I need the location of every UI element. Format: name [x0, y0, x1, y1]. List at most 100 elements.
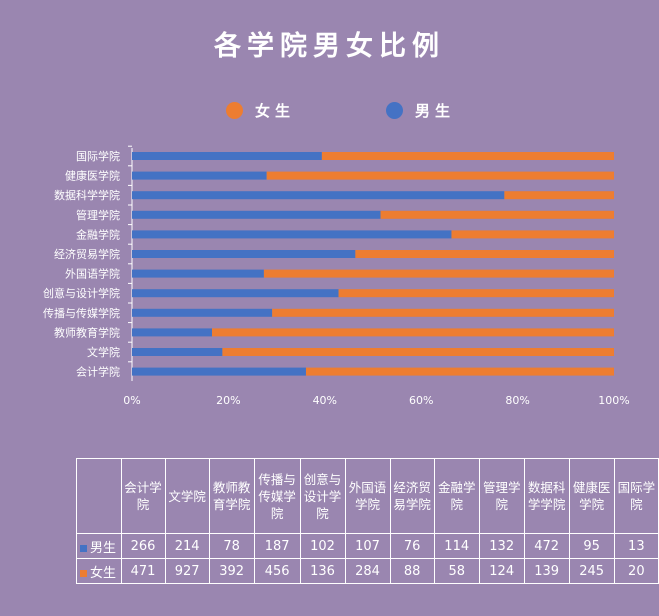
legend-dot-male-icon	[386, 102, 403, 119]
table-cell: 20	[613, 558, 659, 584]
y-tick-label-7: 创意与设计学院	[43, 286, 120, 300]
data-table: 会计学院文学院 教师教 育学院 传播与 传媒学院创意与 设计学院外国语 学院 经济贸 易学院 金融…	[76, 458, 659, 584]
y-tick-label-11: 会计学院	[76, 365, 120, 379]
table-header-line: 学院	[355, 497, 381, 512]
bar-female-4	[451, 230, 614, 239]
table-corner-cell	[76, 458, 122, 534]
legend-marker-icon	[80, 544, 87, 552]
x-tick-label-3: 60%	[409, 394, 433, 407]
bar-male-0	[132, 152, 322, 160]
y-tick-label-1: 健康医学院	[65, 169, 120, 183]
bar-female-8	[272, 308, 614, 317]
table-header-line: 文学院	[168, 488, 206, 504]
table-cell: 927	[164, 558, 210, 584]
bar-male-11	[132, 367, 306, 376]
bar-female-5	[355, 250, 614, 258]
y-tick-label-2: 数据科学学院	[54, 188, 120, 202]
x-tick-label-4: 80%	[505, 394, 529, 407]
y-tick-label-6: 外国语学院	[65, 267, 120, 281]
table-cell: 214	[164, 533, 210, 559]
table-cell: 456	[253, 558, 301, 584]
bar-male-9	[132, 328, 212, 337]
table-cell: 132	[478, 533, 525, 559]
table-header-cell: 创意与 设计学院	[299, 458, 346, 534]
table-cell: 266	[120, 533, 166, 559]
bar-female-0	[321, 152, 614, 160]
table-header-cell: 管理学院	[478, 458, 525, 534]
bar-male-8	[132, 308, 273, 317]
table-header-cell: 教师教 育学院	[208, 458, 255, 534]
table-header-line: 健康医	[572, 480, 611, 495]
bar-male-5	[132, 250, 356, 258]
table-row-header: 男生	[76, 533, 122, 559]
table-cell: 124	[478, 558, 525, 584]
chart-title: 各学院男女比例	[214, 31, 445, 62]
table-header-cell: 文学院	[164, 458, 210, 534]
y-tick-label-5: 经济贸易学院	[54, 247, 120, 261]
bar-female-3	[380, 210, 614, 219]
table-header-line: 院	[270, 505, 284, 521]
legend-item-male: 男生	[386, 100, 455, 121]
table-row: 女生 471 927 392 456 136 284 88 58 124 139 245 20	[76, 558, 659, 584]
table-header-line: 学院	[579, 497, 605, 512]
table-cell: 136	[299, 558, 346, 584]
table-header-line: 传媒学	[258, 488, 296, 504]
table-header-line: 院	[136, 497, 150, 512]
table-cell: 95	[568, 533, 615, 559]
table-cell: 284	[344, 558, 391, 584]
table-header-line: 院	[630, 497, 643, 512]
bar-female-11	[305, 367, 614, 376]
bar-male-4	[132, 230, 452, 239]
bar-chart: 国际学院健康医学院数据科学学院管理学院金融学院经济贸易学院外国语学院创意与设计学…	[43, 145, 630, 407]
table-header-cell: 金融学院	[433, 458, 480, 534]
bar-male-7	[132, 289, 339, 298]
legend-dot-female-icon	[226, 102, 243, 119]
bar-male-1	[132, 171, 267, 180]
table-header-line: 教师教	[212, 480, 251, 495]
bar-female-9	[211, 328, 614, 337]
table-header-line: 管理学	[482, 480, 521, 495]
bar-female-2	[504, 191, 614, 200]
table-header-line: 外国语	[348, 480, 387, 495]
table-cell: 139	[523, 558, 570, 584]
data-table-container: 会计学院文学院 教师教 育学院 传播与 传媒学院创意与 设计学院外国语 学院 经济贸 易学院 金融…	[76, 458, 659, 584]
table-header-cell: 经济贸 易学院	[389, 458, 435, 534]
bar-female-10	[222, 348, 614, 356]
x-tick-label-0: 0%	[123, 394, 140, 407]
table-header-line: 院	[450, 497, 463, 512]
table-row-label: 女生	[90, 565, 117, 581]
table-cell: 472	[523, 533, 570, 559]
table-header-row: 会计学院文学院 教师教 育学院 传播与 传媒学院创意与 设计学院外国语 学院 经济贸 易学院 金融…	[76, 458, 659, 534]
bar-female-1	[266, 171, 614, 180]
table-header-line: 创意与	[303, 471, 342, 487]
table-header-cell: 传播与 传媒学院	[253, 458, 301, 534]
legend-label-male: 男生	[415, 102, 456, 120]
table-header-line: 易学院	[393, 497, 431, 512]
bar-male-10	[132, 348, 223, 356]
x-tick-label-5: 100%	[598, 394, 629, 407]
table-header-line: 育学院	[212, 497, 251, 512]
chart-legend: 女生 男生	[0, 100, 659, 124]
table-cell: 102	[299, 533, 346, 559]
table-cell: 245	[568, 558, 615, 584]
y-tick-label-8: 传播与传媒学院	[43, 306, 120, 320]
table-header-line: 院	[316, 505, 329, 521]
table-header-cell: 国际学院	[613, 458, 659, 534]
table-header-cell: 健康医 学院	[568, 458, 615, 534]
table-header-line: 传播与	[258, 471, 296, 487]
table-cell: 76	[389, 533, 435, 559]
table-header-line: 经济贸	[393, 480, 431, 495]
table-header-cell: 外国语 学院	[344, 458, 391, 534]
table-header-line: 国际学	[617, 480, 656, 495]
table-header-cell: 会计学院	[120, 458, 166, 534]
table-row-header: 女生	[76, 558, 122, 584]
table-cell: 88	[389, 558, 435, 584]
legend-marker-icon	[80, 569, 87, 577]
bar-male-3	[132, 210, 381, 219]
x-tick-label-2: 40%	[313, 394, 337, 407]
y-tick-label-10: 文学院	[87, 345, 120, 359]
bar-female-6	[263, 269, 614, 278]
table-cell: 78	[208, 533, 255, 559]
table-header-line: 数据科	[527, 480, 566, 495]
table-cell: 114	[433, 533, 480, 559]
